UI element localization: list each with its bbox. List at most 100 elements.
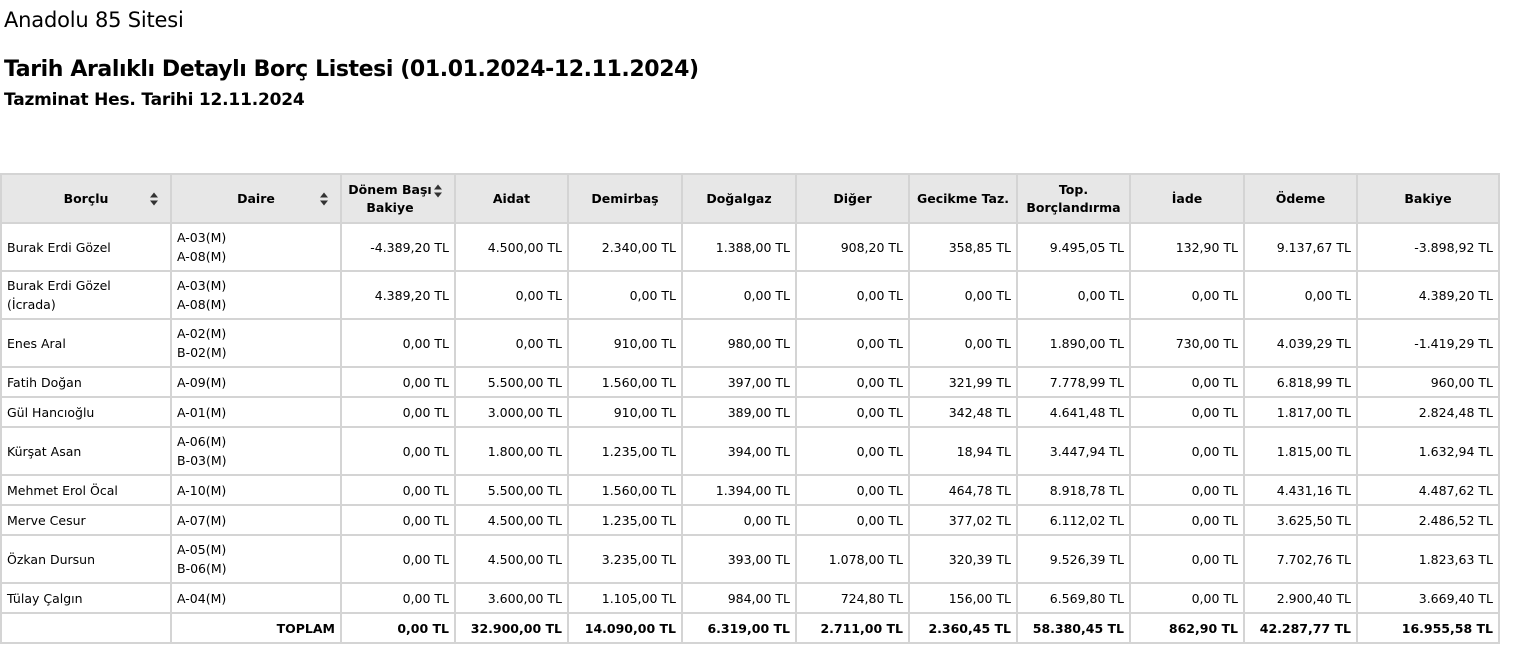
cell-value: 2.340,00 TL [567, 222, 683, 272]
col-header-line: Borçlandırma [1026, 199, 1121, 215]
cell-empty [0, 612, 172, 644]
cell-value: 397,00 TL [681, 366, 797, 398]
cell-value: 2.900,40 TL [1243, 582, 1358, 614]
cell-value: 0,00 TL [795, 504, 910, 536]
cell-borclu: Mehmet Erol Öcal [0, 474, 172, 506]
cell-value: 0,00 TL [454, 318, 569, 368]
cell-value: 3.000,00 TL [454, 396, 569, 428]
col-header-line: Dönem Başı [348, 181, 432, 197]
cell-daire: A-10(M) [170, 474, 342, 506]
daire-line: A-02(M) [177, 326, 227, 341]
cell-daire: A-03(M) A-08(M) [170, 270, 342, 320]
cell-value: 0,00 TL [567, 270, 683, 320]
cell-value: 0,00 TL [795, 396, 910, 428]
sort-icon[interactable] [320, 192, 328, 205]
cell-value: 9.526,39 TL [1016, 534, 1131, 584]
cell-value: 464,78 TL [908, 474, 1018, 506]
borclu-line: Burak Erdi Gözel [7, 239, 111, 255]
total-row: TOPLAM 0,00 TL 32.900,00 TL 14.090,00 TL 6.3… [0, 612, 1500, 644]
cell-value: 910,00 TL [567, 396, 683, 428]
cell-value: 4.500,00 TL [454, 504, 569, 536]
total-value: 32.900,00 TL [454, 612, 569, 644]
daire-line: B-06(M) [177, 561, 227, 576]
col-header-label: Demirbaş [591, 190, 659, 206]
cell-value: 4.487,62 TL [1356, 474, 1500, 506]
total-value: 2.711,00 TL [795, 612, 910, 644]
cell-borclu: Özkan Dursun [0, 534, 172, 584]
daire-line: A-08(M) [177, 249, 227, 264]
table-row: Gül Hancıoğlu A-01(M) 0,00 TL 3.000,00 TL 91… [0, 396, 1500, 428]
cell-value: 2.824,48 TL [1356, 396, 1500, 428]
cell-value: 389,00 TL [681, 396, 797, 428]
borclu-line: Merve Cesur [7, 512, 86, 528]
cell-value: 0,00 TL [1129, 504, 1245, 536]
cell-value: 1.235,00 TL [567, 504, 683, 536]
cell-value: 0,00 TL [1129, 534, 1245, 584]
col-header-daire[interactable]: Daire [170, 173, 342, 224]
cell-value: 0,00 TL [681, 270, 797, 320]
daire-line: A-06(M) [177, 434, 227, 449]
cell-value: 730,00 TL [1129, 318, 1245, 368]
cell-value: 8.918,78 TL [1016, 474, 1131, 506]
cell-daire: A-02(M) B-02(M) [170, 318, 342, 368]
daire-line: A-01(M) [177, 404, 227, 420]
total-value: 0,00 TL [340, 612, 456, 644]
cell-value: 1.800,00 TL [454, 426, 569, 476]
cell-value: 0,00 TL [908, 270, 1018, 320]
col-header-borclu[interactable]: Borçlu [0, 173, 172, 224]
cell-value: 1.078,00 TL [795, 534, 910, 584]
cell-value: 3.669,40 TL [1356, 582, 1500, 614]
cell-borclu: Kürşat Asan [0, 426, 172, 476]
borclu-line: Tülay Çalgın [7, 590, 83, 606]
cell-borclu: Burak Erdi Gözel [0, 222, 172, 272]
cell-value: 1.560,00 TL [567, 474, 683, 506]
table-row: Tülay Çalgın A-04(M) 0,00 TL 3.600,00 TL 1.1… [0, 582, 1500, 614]
cell-value: 6.569,80 TL [1016, 582, 1131, 614]
sort-icon[interactable] [150, 192, 158, 205]
cell-value: 4.389,20 TL [1356, 270, 1500, 320]
cell-borclu: Fatih Doğan [0, 366, 172, 398]
col-header-label: Dönem Başı Bakiye [348, 181, 431, 217]
cell-value: 377,02 TL [908, 504, 1018, 536]
cell-borclu: Merve Cesur [0, 504, 172, 536]
cell-value: 393,00 TL [681, 534, 797, 584]
col-header-label: Doğalgaz [706, 190, 772, 206]
cell-value: 0,00 TL [1016, 270, 1131, 320]
daire-line: A-04(M) [177, 590, 227, 606]
cell-value: 3.235,00 TL [567, 534, 683, 584]
sort-icon[interactable] [434, 184, 442, 198]
cell-borclu: Tülay Çalgın [0, 582, 172, 614]
col-header-dogalgaz: Doğalgaz [681, 173, 797, 224]
col-header-label: Bakiye [1404, 190, 1452, 206]
cell-value: 1.815,00 TL [1243, 426, 1358, 476]
header-row: Borçlu Daire Dönem Başı Bakiye Aidat Dem… [0, 173, 1500, 224]
cell-value: 1.560,00 TL [567, 366, 683, 398]
table-row: Kürşat Asan A-06(M) B-03(M) 0,00 TL 1.800,00… [0, 426, 1500, 476]
table-row: Fatih Doğan A-09(M) 0,00 TL 5.500,00 TL 1.56… [0, 366, 1500, 398]
cell-value: 3.600,00 TL [454, 582, 569, 614]
total-label: TOPLAM [170, 612, 342, 644]
daire-line: A-10(M) [177, 482, 227, 498]
daire-line: A-03(M) [177, 278, 227, 293]
total-value: 6.319,00 TL [681, 612, 797, 644]
col-header-iade: İade [1129, 173, 1245, 224]
total-value: 862,90 TL [1129, 612, 1245, 644]
cell-value: 1.632,94 TL [1356, 426, 1500, 476]
cell-value: 3.447,94 TL [1016, 426, 1131, 476]
borclu-line: Kürşat Asan [7, 443, 82, 459]
col-header-label: Ödeme [1275, 190, 1326, 206]
daire-line: B-02(M) [177, 345, 227, 360]
col-header-donem-basi-bakiye[interactable]: Dönem Başı Bakiye [340, 173, 456, 224]
daire-line: A-05(M) [177, 542, 227, 557]
table-row: Burak Erdi Gözel A-03(M) A-08(M) -4.389,20 … [0, 222, 1500, 272]
cell-value: 2.486,52 TL [1356, 504, 1500, 536]
cell-value: 4.641,48 TL [1016, 396, 1131, 428]
cell-value: 4.431,16 TL [1243, 474, 1358, 506]
cell-value: 1.394,00 TL [681, 474, 797, 506]
cell-daire: A-04(M) [170, 582, 342, 614]
cell-value: 5.500,00 TL [454, 474, 569, 506]
cell-value: 321,99 TL [908, 366, 1018, 398]
table-row: Merve Cesur A-07(M) 0,00 TL 4.500,00 TL 1.23… [0, 504, 1500, 536]
cell-value: 0,00 TL [795, 318, 910, 368]
cell-value: 5.500,00 TL [454, 366, 569, 398]
